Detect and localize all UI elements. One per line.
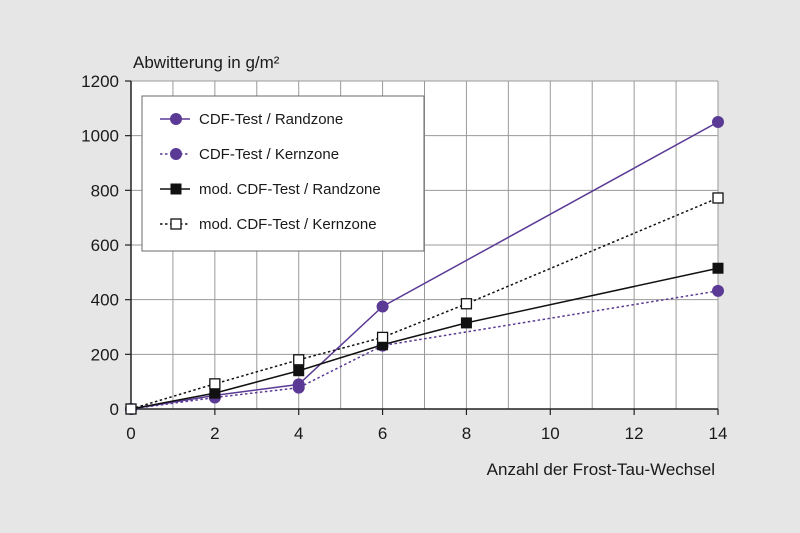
- legend-marker: [170, 148, 182, 160]
- data-point: [293, 354, 305, 366]
- legend-label: mod. CDF-Test / Kernzone: [199, 216, 377, 233]
- data-point: [293, 365, 305, 377]
- data-point: [712, 284, 724, 297]
- x-tick-label: 8: [462, 424, 471, 443]
- series-line: [130, 290, 719, 410]
- y-tick-label: 0: [110, 400, 119, 419]
- data-point: [712, 262, 724, 274]
- legend-marker: [170, 218, 182, 230]
- series-4: [125, 192, 724, 415]
- axes: [125, 80, 719, 415]
- x-tick-label: 2: [210, 424, 219, 443]
- data-point: [125, 403, 137, 415]
- x-tick-label: 12: [625, 424, 644, 443]
- y-tick-label: 200: [91, 345, 119, 364]
- legend-entry: mod. CDF-Test / Kernzone: [160, 216, 377, 233]
- data-point: [209, 387, 221, 399]
- y-tick-label: 800: [91, 181, 119, 200]
- legend: CDF-Test / Randzone CDF-Test / Kernzone mo…: [141, 95, 425, 252]
- y-tick-label: 600: [91, 236, 119, 255]
- legend-marker: [170, 183, 182, 195]
- legend-marker: [170, 113, 182, 125]
- data-point: [292, 381, 305, 394]
- legend-entry: CDF-Test / Randzone: [160, 111, 343, 128]
- data-point: [376, 331, 389, 344]
- x-tick-label: 0: [126, 424, 135, 443]
- series-layer: [125, 116, 724, 415]
- y-tick-label: 1000: [81, 127, 119, 146]
- x-tick-label: 14: [709, 424, 728, 443]
- series-line: [130, 267, 719, 410]
- data-point: [209, 378, 221, 390]
- y-tick-label: 400: [91, 291, 119, 310]
- data-point: [376, 300, 389, 313]
- legend-entry: mod. CDF-Test / Randzone: [160, 181, 381, 198]
- y-axis-title: Abwitterung in g/m²: [133, 53, 280, 72]
- data-point: [460, 298, 473, 310]
- data-point: [712, 192, 724, 204]
- legend-label: mod. CDF-Test / Randzone: [199, 181, 381, 198]
- x-tick-label: 10: [541, 424, 560, 443]
- data-point: [460, 317, 472, 329]
- y-tick-label: 1200: [81, 72, 119, 91]
- series-line: [130, 197, 719, 410]
- legend-box: [141, 95, 425, 252]
- x-tick-label: 6: [378, 424, 387, 443]
- x-axis-title: Anzahl der Frost-Tau-Wechsel: [487, 460, 715, 479]
- legend-label: CDF-Test / Kernzone: [199, 146, 339, 163]
- legend-label: CDF-Test / Randzone: [199, 111, 343, 128]
- tick-labels: 0 2 4 6 8 10 12 14 0 200 400 600 800 1000 1200: [81, 72, 727, 443]
- x-tick-label: 4: [294, 424, 303, 443]
- legend-entry: CDF-Test / Kernzone: [160, 146, 339, 163]
- data-point: [712, 116, 724, 128]
- data-point: [377, 339, 389, 351]
